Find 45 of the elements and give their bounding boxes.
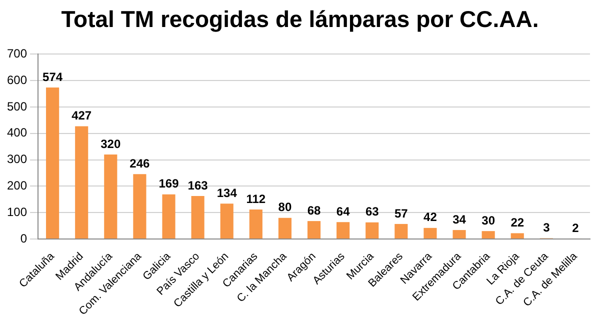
data-label: 112 bbox=[246, 192, 266, 206]
bar bbox=[249, 209, 262, 239]
data-label: 134 bbox=[216, 186, 238, 200]
data-label: 63 bbox=[365, 204, 380, 219]
bar bbox=[336, 222, 350, 239]
data-label: 34 bbox=[452, 212, 466, 226]
data-label: 246 bbox=[130, 156, 150, 170]
y-tick-label: 400 bbox=[6, 126, 28, 140]
bar bbox=[46, 87, 60, 239]
data-label: 3 bbox=[543, 220, 550, 235]
y-tick-label: 500 bbox=[6, 99, 28, 114]
bar bbox=[75, 126, 88, 239]
bar bbox=[104, 154, 118, 239]
data-label: 22 bbox=[510, 216, 524, 230]
y-tick-label: 300 bbox=[6, 152, 28, 166]
y-tick-label: 0 bbox=[20, 231, 28, 246]
y-tick-label: 600 bbox=[6, 72, 28, 87]
bar bbox=[366, 222, 379, 239]
data-label: 68 bbox=[307, 203, 322, 218]
data-label: 320 bbox=[100, 136, 121, 151]
data-label: 574 bbox=[42, 70, 63, 84]
data-label: 42 bbox=[424, 210, 438, 224]
y-tick-label: 100 bbox=[6, 204, 28, 219]
bar bbox=[452, 230, 466, 239]
y-tick-label: 700 bbox=[6, 46, 28, 61]
data-label: 163 bbox=[188, 178, 208, 192]
bar bbox=[394, 224, 408, 239]
bar bbox=[191, 196, 204, 239]
bar bbox=[133, 174, 146, 239]
bar bbox=[162, 194, 176, 239]
data-label: 80 bbox=[278, 200, 292, 214]
bar bbox=[307, 221, 321, 239]
data-label: 169 bbox=[158, 176, 180, 191]
data-label: 57 bbox=[394, 206, 408, 220]
bar bbox=[482, 231, 495, 239]
data-label: 64 bbox=[336, 204, 350, 218]
bar bbox=[278, 218, 292, 239]
bar bbox=[424, 228, 437, 239]
data-label: 2 bbox=[572, 220, 580, 235]
bar bbox=[220, 204, 234, 239]
chart-title: Total TM recogidas de lámparas por CC.AA. bbox=[60, 6, 540, 33]
bar bbox=[510, 233, 524, 239]
data-label: 30 bbox=[482, 213, 496, 228]
y-tick-label: 200 bbox=[6, 178, 28, 193]
data-label: 427 bbox=[72, 108, 92, 123]
